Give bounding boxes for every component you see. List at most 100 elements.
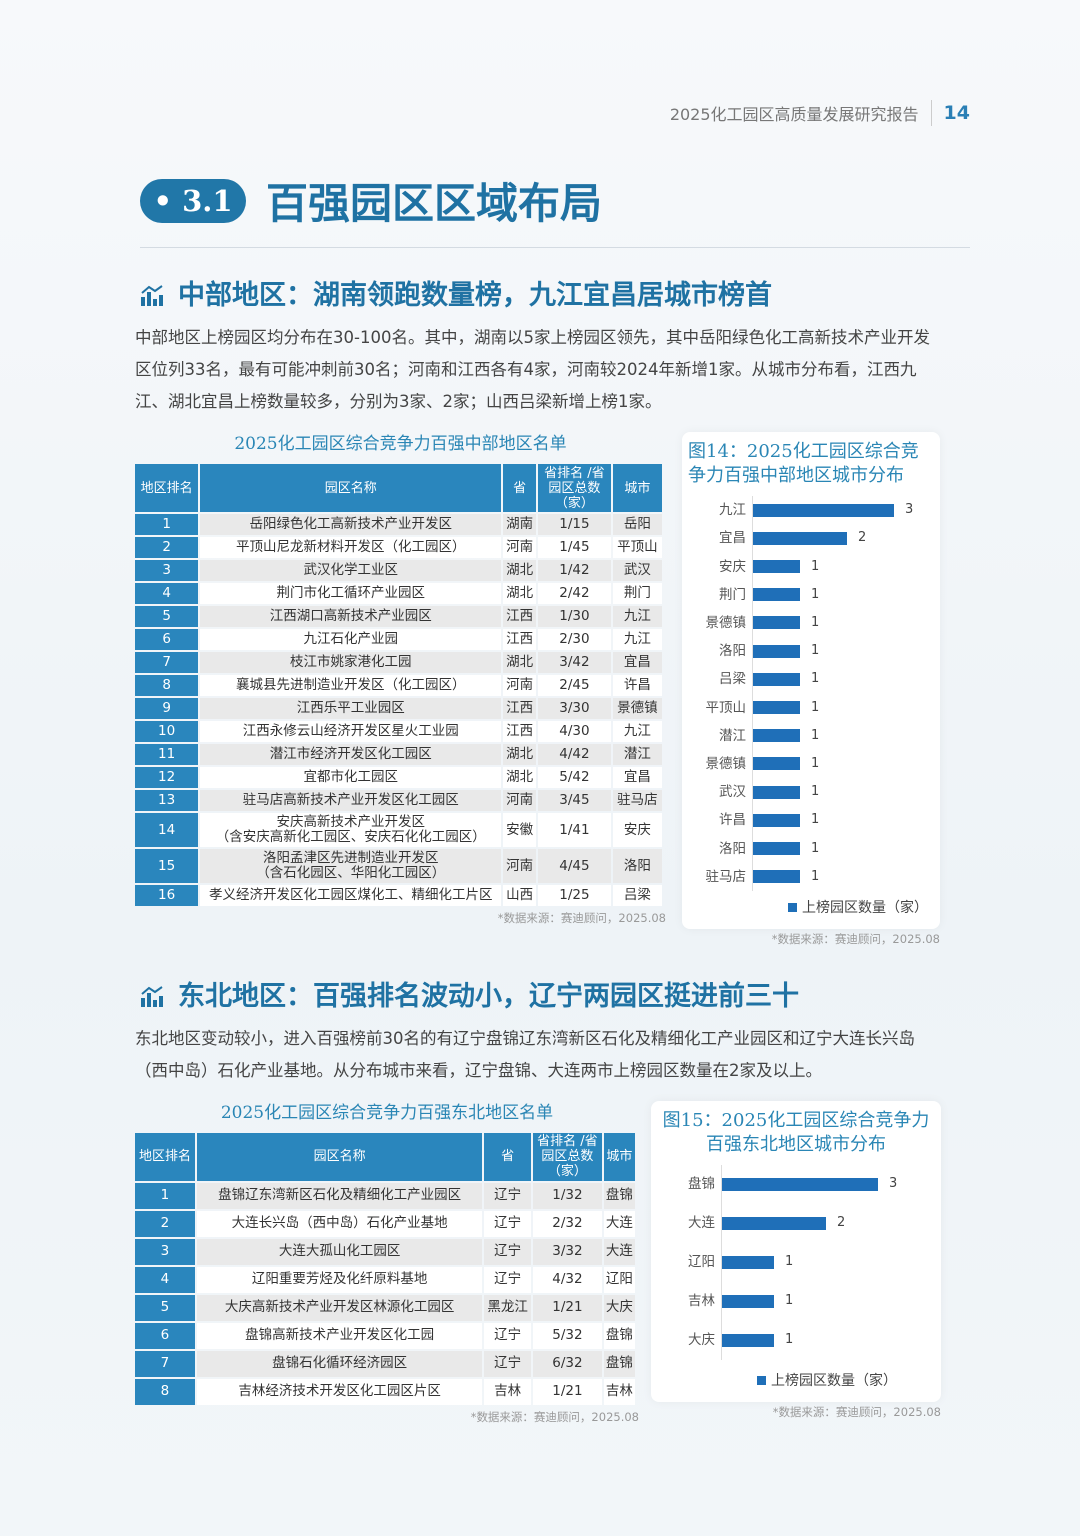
central-chart-panel: 图14：2025化工园区综合竞争力百强中部地区城市分布 九江 3 宜昌 2 安庆 1 荆门 1… [682, 432, 940, 929]
park-name-cell: 枝江市姚家港化工园 [200, 652, 502, 673]
category-label: 吉林 [688, 1293, 715, 1310]
legend-swatch [757, 1375, 766, 1385]
rank-cell: 10 [135, 721, 199, 742]
city-cell: 盘锦 [603, 1350, 635, 1377]
bar [753, 616, 800, 630]
column-header: 地区排名 [135, 1132, 195, 1181]
city-cell: 盘锦 [603, 1182, 635, 1209]
province-rank-cell: 1/21 [532, 1294, 602, 1321]
legend: 上榜园区数量（家） [757, 1372, 897, 1390]
data-label: 1 [811, 586, 820, 602]
province-rank-cell: 1/32 [532, 1182, 602, 1209]
city-cell: 驻马店 [612, 790, 662, 811]
data-label: 1 [811, 671, 820, 687]
table-row: 2 平顶山尼龙新材料开发区（化工园区） 河南 1/45 平顶山 [135, 537, 662, 558]
province-cell: 湖北 [503, 744, 537, 765]
city-cell: 辽阳 [603, 1266, 635, 1293]
category-label: 景德镇 [705, 614, 747, 631]
table-row: 4 荆门市化工循环产业园区 湖北 2/42 荆门 [135, 583, 662, 604]
city-cell: 荆门 [612, 583, 662, 604]
column-header: 园区名称 [200, 464, 502, 512]
central-table: 地区排名 园区名称省省排名 /省园区总数（家） 城市 1 岳阳绿色化工高新技术产业开发区… [133, 462, 664, 908]
rank-cell: 1 [135, 1182, 195, 1209]
table-row: 11 潜江市经济开发区化工园区 湖北 4/42 潜江 [135, 744, 662, 765]
page-header: 2025化工园区高质量发展研究报告 14 [670, 100, 970, 126]
bar [753, 813, 800, 827]
data-label: 3 [889, 1176, 898, 1192]
rank-cell: 4 [135, 583, 199, 604]
divider [140, 247, 970, 248]
city-cell: 安庆 [612, 813, 662, 847]
table-row: 13 驻马店高新技术产业开发区化工园区 河南 3/45 驻马店 [135, 790, 662, 811]
province-cell: 辽宁 [484, 1350, 531, 1377]
bar [753, 701, 800, 714]
city-cell: 武汉 [612, 560, 662, 581]
rank-cell: 4 [135, 1266, 195, 1293]
bar [722, 1216, 826, 1230]
category-label: 吕梁 [719, 671, 746, 688]
data-label: 1 [785, 1254, 794, 1270]
park-name-cell: 江西永修云山经济开发区星火工业园 [200, 721, 502, 742]
table-row: 1 盘锦辽东湾新区石化及精细化工产业园区 辽宁 1/32 盘锦 [135, 1182, 635, 1209]
park-name-cell: 潜江市经济开发区化工园区 [200, 744, 502, 765]
legend-label: 上榜园区数量（家） [771, 1372, 897, 1389]
table-row: 4 辽阳重要芳烃及化纤原料基地 辽宁 4/32 辽阳 [135, 1266, 635, 1293]
section-title: 百强园区区域布局 [266, 179, 603, 228]
category-label: 洛阳 [719, 840, 746, 857]
city-cell: 九江 [612, 606, 662, 627]
city-cell: 平顶山 [612, 537, 662, 558]
bar [753, 531, 847, 545]
central-paragraph: 中部地区上榜园区均分布在30-100名。其中，湖南以5家上榜园区领先，其中岳阳绿… [135, 328, 930, 411]
city-cell: 盘锦 [603, 1322, 635, 1349]
park-name-cell: 盘锦辽东湾新区石化及精细化工产业园区 [196, 1182, 483, 1209]
rank-cell: 8 [135, 675, 199, 696]
province-cell: 安徽 [503, 813, 537, 847]
province-cell: 湖北 [503, 560, 537, 581]
table-row: 9 江西乐平工业园区 江西 3/30 景德镇 [135, 698, 662, 719]
table-row: 8 襄城县先进制造业开发区（化工园区） 河南 2/45 许昌 [135, 675, 662, 696]
rank-cell: 15 [135, 849, 199, 883]
table-row: 15 洛阳孟津区先进制造业开发区 （含石化园区、华阳化工园区） 河南 4/45 洛阳 [135, 849, 662, 883]
park-name-cell: 吉林经济技术开发区化工园区片区 [196, 1378, 483, 1405]
category-label: 武汉 [719, 784, 746, 801]
park-name-cell: 荆门市化工循环产业园区 [200, 583, 502, 604]
city-cell: 九江 [612, 721, 662, 742]
bar [753, 870, 800, 884]
province-rank-cell: 4/32 [532, 1266, 602, 1293]
rank-cell: 6 [135, 629, 199, 650]
data-label: 1 [811, 643, 820, 659]
park-name-cell: 襄城县先进制造业开发区（化工园区） [200, 675, 502, 696]
park-name-cell: 大连长兴岛（西中岛）石化产业基地 [196, 1210, 483, 1237]
province-rank-cell: 3/32 [532, 1238, 602, 1265]
city-cell: 宜昌 [612, 767, 662, 788]
category-label: 大连 [688, 1215, 715, 1232]
northeast-table: 地区排名 园区名称省省排名 /省园区总数（家） 城市 1 盘锦辽东湾新区石化及精细化工产… [133, 1131, 637, 1407]
table-row: 14 安庆高新技术产业开发区 （含安庆高新化工园区、安庆石化化工园区） 安徽 1/41… [135, 813, 662, 847]
city-cell: 洛阳 [612, 849, 662, 883]
section-title-bar: • 3.1 百强园区区域布局 [140, 170, 602, 231]
rank-cell: 11 [135, 744, 199, 765]
rank-cell: 13 [135, 790, 199, 811]
rank-cell: 1 [135, 514, 199, 535]
page-number: 14 [943, 102, 970, 124]
northeast-chart-title: 图15：2025化工园区综合竞争力百强东北地区城市分布 [662, 1109, 930, 1155]
category-label: 盘锦 [688, 1176, 715, 1193]
central-table-title: 2025化工园区综合竞争力百强中部地区名单 [234, 434, 567, 454]
bar [753, 588, 800, 602]
province-cell: 河南 [503, 537, 537, 558]
city-cell: 九江 [612, 629, 662, 650]
province-rank-cell: 5/42 [538, 767, 611, 788]
column-header: 城市 [612, 464, 662, 512]
northeast-paragraph: 东北地区变动较小，进入百强榜前30名的有辽宁盘锦辽东湾新区石化及精细化工产业园区… [135, 1028, 915, 1080]
data-label: 1 [811, 840, 820, 856]
legend-swatch [788, 902, 797, 912]
table-row: 5 大庆高新技术产业开发区林源化工园区 黑龙江 1/21 大庆 [135, 1294, 635, 1321]
park-name-cell: 平顶山尼龙新材料开发区（化工园区） [200, 537, 502, 558]
category-label: 景德镇 [705, 755, 747, 772]
province-rank-cell: 1/25 [538, 885, 611, 906]
category-label: 驻马店 [705, 868, 747, 885]
city-cell: 吕梁 [612, 885, 662, 906]
central-chart-title: 图14：2025化工园区综合竞争力百强中部地区城市分布 [688, 441, 919, 486]
northeast-section: 东北地区：百强排名波动小，辽宁两园区挺进前三十 东北地区变动较小，进入百强榜前3… [135, 977, 945, 1425]
bar-chart-building-icon [141, 285, 163, 306]
